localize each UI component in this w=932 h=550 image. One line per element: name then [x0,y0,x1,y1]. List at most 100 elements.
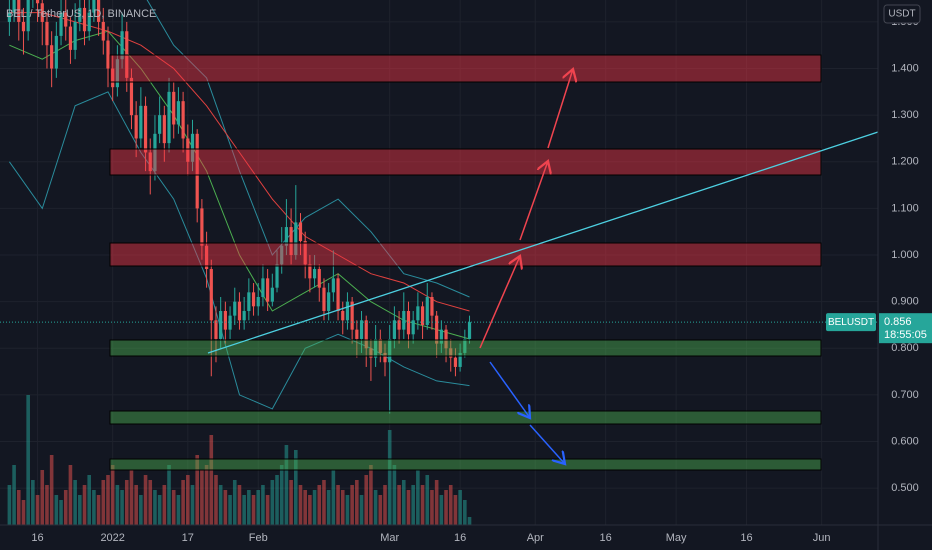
candle-body [54,35,58,69]
arrow [479,256,520,349]
candle-body [458,352,462,367]
volume-bar [430,490,434,525]
candle-body [17,0,21,22]
volume-bar [129,470,134,525]
volume-bar [45,485,49,525]
resistance-zone [109,54,822,83]
candle-body [35,0,40,4]
volume-bar [12,465,16,525]
candle-body [228,315,232,330]
candle-body [242,310,246,321]
candle-body [134,115,138,139]
currency-box [883,4,921,24]
candle-body [21,21,26,32]
volume-bar [322,480,326,525]
volume-bar [453,495,458,525]
y-tick-label: 0.800 [891,342,919,354]
volume-bar [7,485,12,525]
indicator-line [9,30,470,340]
volume-bar [242,495,246,525]
volume-bar [157,495,162,525]
candle-body [200,208,204,246]
resistance-zone [109,242,822,267]
volume-bar [31,480,35,525]
volume-bar [78,495,82,525]
volume-bar [16,490,21,525]
arrow [489,361,530,418]
price-box [879,313,932,344]
candle-body [256,297,260,307]
y-tick-label: 1.400 [891,62,919,74]
candle-body [233,301,237,316]
support-zone [109,410,822,425]
candle-body [374,338,378,358]
volume-bar [195,455,199,525]
y-tick-label: 0.700 [891,389,919,401]
candle-body [416,306,420,321]
candle-body [68,26,73,50]
candle-body [158,115,162,134]
volume-bar [303,490,307,525]
candle-body [186,138,190,162]
candle-body [327,292,331,311]
resistance-zone [109,148,822,176]
candle-body [289,227,293,256]
volume-bar [106,475,110,525]
y-tick-label: 0.900 [891,296,919,308]
candle-body [397,320,401,330]
candle-body [350,301,354,330]
volume-bar [355,480,359,525]
volume-bar [261,485,265,525]
candle-body [280,245,284,265]
candle-body [322,287,326,311]
volume-bar [162,485,167,525]
volume-bar [331,470,336,525]
candle-body [223,310,227,330]
volume-bar [411,485,415,525]
candle-body [87,12,91,32]
volume-bar [200,470,204,525]
candle-body [153,133,157,172]
volume-bar [120,490,124,525]
x-tick-label: 16 [454,532,466,544]
candle-body [139,105,143,139]
volume-bar [308,495,312,525]
volume-bar [448,485,453,525]
candle-body [420,306,425,325]
indicator-line [8,91,470,410]
volume-bar [373,490,378,525]
candle-body [115,59,119,88]
volume-bar [458,490,462,525]
volume-bar [87,475,92,525]
volume-bar [115,485,120,525]
trendline [207,131,879,354]
candle-body [439,329,443,344]
candle-body [430,297,434,316]
indicator-line [146,0,470,298]
volume-bar [143,475,148,525]
symbol-label: BELUSDT [828,317,874,328]
volume-bar [284,445,289,525]
volume-bar [218,485,223,525]
volume-bar [68,465,73,525]
candle-body [7,12,11,22]
volume-bar [275,475,279,525]
volume-bar [134,485,138,525]
volume-bar [336,485,340,525]
candle-body [120,31,124,60]
volume-bar [406,490,411,525]
candle-body [453,357,458,367]
volume-bar [444,490,448,525]
x-tick-label: 16 [31,532,43,544]
volume-bar [139,495,143,525]
volume-bar [237,485,242,525]
volume-bar [270,480,275,525]
volume-bar [378,495,383,525]
volume-bar [340,490,345,525]
candle-body [214,320,218,339]
volume-bar [369,465,373,525]
candle-body [298,222,303,242]
arrow [529,424,565,464]
